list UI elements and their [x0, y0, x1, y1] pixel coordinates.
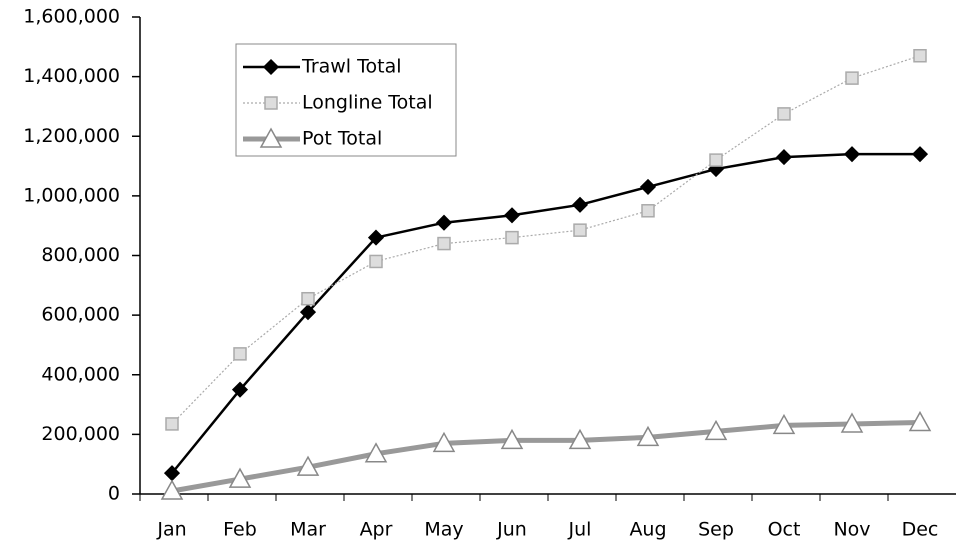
- y-tick-label: 800,000: [41, 244, 120, 266]
- x-tick-label: Aug: [629, 519, 666, 541]
- data-point: [709, 153, 723, 167]
- data-point: [231, 381, 249, 398]
- data-point: [772, 413, 796, 435]
- legend-label: Trawl Total: [301, 56, 402, 78]
- data-point: [777, 107, 791, 121]
- y-tick-label: 1,200,000: [23, 125, 120, 147]
- x-tick-label: Sep: [698, 519, 734, 541]
- series-line: [171, 152, 920, 474]
- data-point: [369, 254, 383, 269]
- data-point: [636, 425, 660, 447]
- x-tick-label: Jun: [496, 519, 527, 541]
- x-tick-label: Mar: [290, 519, 326, 541]
- x-tick-label: Feb: [223, 519, 257, 541]
- data-point: [301, 291, 315, 306]
- data-point: [364, 442, 388, 463]
- y-tick-label: 400,000: [41, 363, 120, 385]
- data-point: [775, 149, 793, 166]
- y-tick-label: 0: [108, 483, 120, 505]
- legend-marker: [259, 127, 283, 148]
- data-point: [568, 428, 592, 450]
- series-line: [171, 55, 921, 425]
- x-tick-label: Dec: [902, 519, 939, 541]
- legend-marker: [264, 96, 278, 110]
- data-point: [299, 304, 317, 321]
- data-point: [843, 146, 861, 163]
- data-point: [233, 347, 247, 361]
- data-point: [165, 417, 179, 431]
- data-point: [296, 455, 320, 476]
- legend-label: Longline Total: [302, 92, 433, 114]
- y-tick-label: 200,000: [41, 423, 120, 445]
- legend-label: Pot Total: [302, 128, 382, 150]
- x-tick-label: Nov: [833, 519, 870, 541]
- data-point: [432, 431, 456, 453]
- data-point: [845, 71, 859, 85]
- data-point: [367, 229, 385, 246]
- x-tick-label: Apr: [360, 519, 393, 541]
- y-tick-label: 1,000,000: [23, 184, 120, 206]
- data-point: [228, 467, 252, 488]
- y-tick-label: 1,600,000: [23, 6, 120, 28]
- x-tick-label: Jul: [568, 519, 592, 541]
- y-tick-label: 600,000: [41, 304, 120, 326]
- data-point: [571, 196, 589, 213]
- data-point: [704, 419, 728, 441]
- data-point: [160, 479, 184, 500]
- data-point: [435, 214, 453, 231]
- data-point: [641, 204, 655, 218]
- data-point: [908, 410, 932, 432]
- data-point: [639, 178, 657, 195]
- data-point: [503, 207, 521, 224]
- x-tick-label: Oct: [768, 519, 801, 541]
- legend-marker: [262, 58, 280, 76]
- x-tick-label: May: [424, 519, 463, 541]
- data-point: [500, 428, 524, 450]
- y-tick-label: 1,400,000: [23, 65, 120, 87]
- data-point: [437, 236, 451, 251]
- data-point: [505, 230, 519, 245]
- series-line: [171, 419, 921, 494]
- data-point: [840, 412, 864, 433]
- x-tick-label: Jan: [156, 519, 186, 541]
- data-point: [573, 223, 587, 237]
- data-point: [913, 49, 927, 63]
- data-point: [911, 146, 929, 163]
